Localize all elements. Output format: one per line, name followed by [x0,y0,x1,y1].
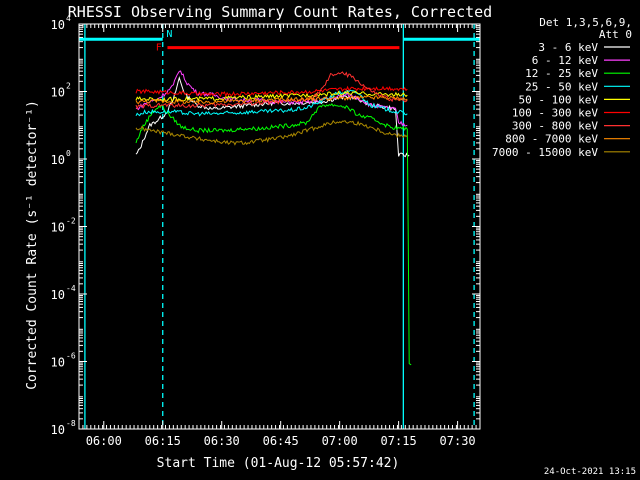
legend-label-1: 6 - 12 keV [532,54,599,67]
vertical-marker-lines [84,24,475,429]
x-tick-label-6: 07:30 [440,434,476,448]
x-axis: 06:00 06:15 06:30 06:45 07:00 07:15 07:30 [78,24,481,448]
y-tick-label-3: 10 [51,221,65,235]
x-tick-label-2: 06:30 [204,434,240,448]
y-tick-sup-2: 0 [66,149,71,158]
y-tick-sup-4: -4 [66,284,76,293]
chart-title: RHESSI Observing Summary Count Rates, Co… [68,3,492,21]
series-line-0 [135,76,410,158]
footer-date: 24-Oct-2021 13:15 [544,467,636,477]
legend-label-5: 100 - 300 keV [512,107,598,120]
legend-label-0: 3 - 6 keV [538,41,598,54]
y-tick-sup-5: -6 [66,352,76,361]
y-tick-sup-1: 2 [66,82,71,91]
y-axis-label: Corrected Count Rate (s⁻¹ detector⁻¹) [25,100,40,390]
y-tick-label-5: 10 [51,356,65,370]
y-tick-sup-3: -2 [66,217,76,226]
series-line-2 [135,103,412,366]
y-tick-label-0: 10 [51,18,65,32]
series-line-6 [135,71,408,110]
y-tick-label-4: 10 [51,288,65,302]
legend-label-2: 12 - 25 keV [525,67,598,80]
series-line-7 [135,94,408,105]
legend-label-7: 800 - 7000 keV [505,133,598,146]
flare_bar-label: F [156,43,162,54]
legend-label-3: 25 - 50 keV [525,80,598,93]
legend-label-4: 50 - 100 keV [519,93,599,106]
x-axis-label: Start Time (01-Aug-12 05:57:42) [157,456,400,471]
x-tick-label-5: 07:15 [381,434,417,448]
series-line-8 [135,119,408,146]
saa_bar-label: N [166,29,172,40]
bar-marker-group: NF [79,29,480,54]
series-group [135,70,412,366]
x-tick-label-3: 06:45 [263,434,299,448]
y-tick-label-2: 10 [51,153,65,167]
y-tick-label-1: 10 [51,86,65,100]
legend-label-6: 300 - 800 keV [512,120,598,133]
legend-header-line-1: Det 1,3,5,6,9, [539,16,632,29]
legend-label-8: 7000 - 15000 keV [492,146,598,159]
x-tick-label-4: 07:00 [322,434,358,448]
x-tick-label-1: 06:15 [145,434,181,448]
plot-frame [78,23,481,430]
series-line-4 [135,90,408,103]
y-tick-sup-0: 4 [66,14,71,23]
y-tick-sup-6: -8 [66,419,76,428]
x-tick-label-0: 06:00 [86,434,122,448]
series-line-5 [135,85,408,98]
y-tick-label-6: 10 [51,423,65,437]
legend-header-line-2: Att 0 [599,28,632,41]
